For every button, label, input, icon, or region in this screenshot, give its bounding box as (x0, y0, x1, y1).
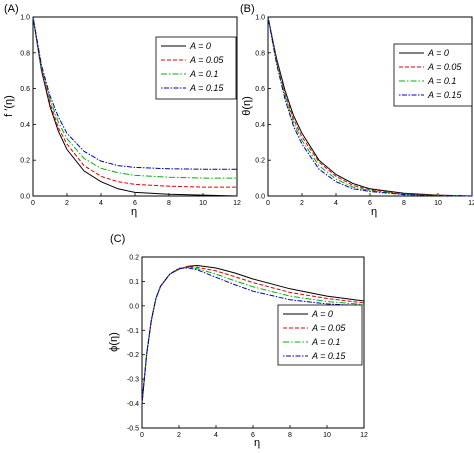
x-tick-label: 6 (251, 432, 255, 439)
y-tick-label: 0.0 (255, 194, 265, 201)
series-line-A0 (32, 16, 238, 197)
y-tick-label: -0.1 (127, 328, 139, 335)
legend-box (155, 36, 237, 100)
legend-entry: A = 0.05 (427, 62, 462, 72)
panel-label: (A) (4, 3, 19, 15)
x-tick-label: 8 (288, 432, 292, 439)
x-tick-label: 10 (199, 200, 207, 207)
x-tick-label: 2 (65, 200, 69, 207)
y-tick-label: 0.2 (255, 158, 265, 165)
series-line-A01 (141, 266, 365, 404)
y-tick-label: 0.8 (20, 50, 30, 57)
x-axis-label: η (371, 206, 377, 218)
legend-entry: A = 0 (427, 48, 449, 58)
series-line-A005 (32, 16, 237, 188)
y-tick-label: 0.0 (129, 303, 139, 310)
series-line-A0 (267, 16, 473, 197)
legend-entry: A = 0.15 (427, 90, 462, 100)
legend-entry: A = 0.1 (311, 337, 340, 347)
y-tick-label: 0.6 (20, 86, 30, 93)
legend-box (393, 43, 473, 107)
y-axis-label: ϕ(η) (108, 332, 120, 352)
legend-entry: A = 0.15 (311, 351, 346, 361)
panel-label: (C) (110, 233, 125, 245)
x-tick-label: 4 (334, 200, 338, 207)
x-tick-label: 0 (31, 200, 35, 207)
legend-entry: A = 0.15 (189, 83, 224, 93)
legend-entry: A = 0 (189, 41, 211, 51)
legend-entry: A = 0 (311, 309, 333, 319)
y-tick-label: -0.5 (127, 426, 139, 433)
y-axis-label: f ′(η) (3, 95, 15, 117)
legend-entry: A = 0.05 (311, 323, 346, 333)
y-axis-label: θ(η) (241, 96, 253, 116)
y-tick-label: 0.4 (255, 122, 265, 129)
x-tick-label: 10 (323, 432, 331, 439)
legend: A = 0 A = 0.05 A = 0.1 A = 0.15 (277, 304, 363, 366)
y-tick-label: -0.3 (127, 377, 139, 384)
legend-entry: A = 0.05 (189, 55, 224, 65)
x-tick-label: 0 (140, 432, 144, 439)
chart-panel-2: (B) 0 2 4 6 8 10 12 0.0 0.2 0.4 0.6 0.8 1.0 η θ(η) A = 0… (240, 3, 474, 218)
x-tick-label: 8 (402, 200, 406, 207)
y-tick-label: 1.0 (20, 15, 30, 22)
x-tick-label: 6 (133, 200, 137, 207)
x-tick-label: 12 (468, 200, 474, 207)
x-tick-label: 10 (434, 200, 442, 207)
x-axis-label: η (254, 437, 260, 449)
legend-entry: A = 0.1 (427, 76, 456, 86)
x-tick-label: 12 (360, 432, 368, 439)
y-tick-label: 0.2 (20, 158, 30, 165)
x-tick-label: 12 (233, 200, 241, 207)
series-line-A015 (32, 16, 237, 170)
chart-panel-1: (A) 0 2 4 6 8 10 12 0.0 0.2 0.4 0.6 0.8 1.0 η f ′(η) A =… (3, 3, 241, 218)
y-tick-label: 0.4 (20, 122, 30, 129)
y-tick-label: 0.1 (129, 279, 139, 286)
y-tick-label: 0.8 (255, 50, 265, 57)
x-tick-label: 2 (300, 200, 304, 207)
y-tick-label: -0.2 (127, 352, 139, 359)
x-axis-label: η (131, 206, 137, 218)
panel-label: (B) (240, 3, 255, 15)
legend-box (277, 304, 363, 366)
series-line-A01 (267, 16, 473, 197)
y-tick-label: 0.6 (255, 86, 265, 93)
x-tick-label: 2 (177, 432, 181, 439)
legend: A = 0 A = 0.05 A = 0.1 A = 0.15 (393, 43, 473, 107)
x-tick-label: 4 (214, 432, 218, 439)
legend-entry: A = 0.1 (189, 69, 218, 79)
x-tick-label: 8 (167, 200, 171, 207)
series-line-A015 (141, 267, 365, 404)
x-tick-label: 0 (266, 200, 270, 207)
chart-panel-3: (C) 0 2 4 6 8 10 12 -0.5 -0.4 -0.3 -0.2 -0.1 0.0 0.1 0.… (108, 233, 368, 449)
x-tick-label: 6 (368, 200, 372, 207)
y-tick-label: 0.2 (129, 255, 139, 262)
legend: A = 0 A = 0.05 A = 0.1 A = 0.15 (155, 36, 237, 100)
x-tick-label: 4 (99, 200, 103, 207)
series-line-A01 (32, 16, 237, 179)
y-tick-label: 1.0 (255, 15, 265, 22)
y-tick-label: 0.0 (20, 194, 30, 201)
y-tick-label: -0.4 (127, 401, 139, 408)
